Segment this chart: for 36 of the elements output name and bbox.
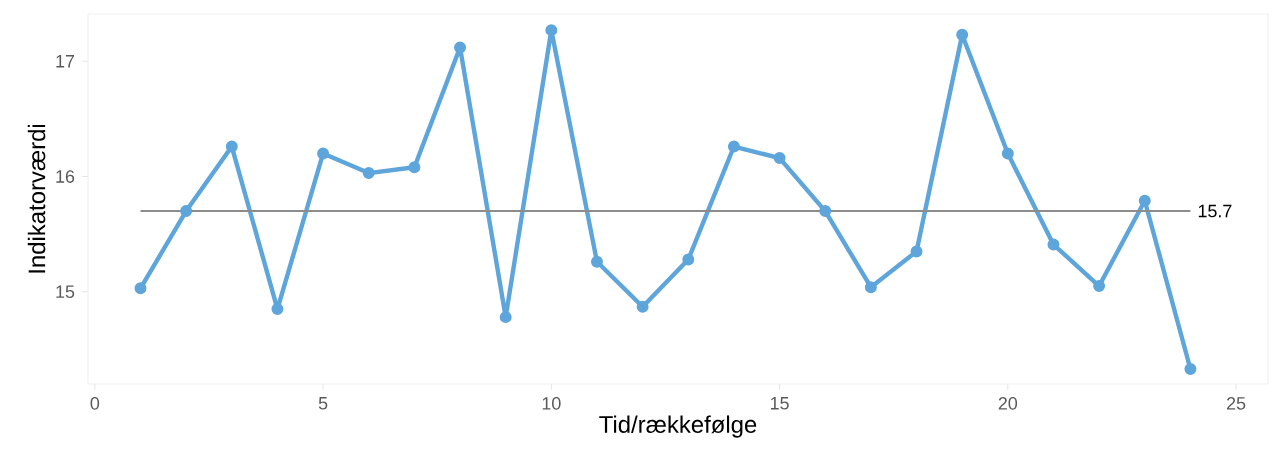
- y-tick-label: 17: [56, 55, 75, 68]
- point: [1138, 194, 1151, 207]
- point: [910, 245, 923, 258]
- y-tick-label: 16: [56, 170, 75, 183]
- x-tick-label: 25: [1226, 397, 1246, 410]
- point: [545, 24, 558, 37]
- x-tick-label: 0: [90, 397, 100, 410]
- point: [134, 282, 147, 295]
- x-axis-title: Tid/rækkefølge: [599, 415, 757, 438]
- y-axis-title: Indikatorværdi: [27, 124, 46, 273]
- x-tick-label: 10: [542, 397, 561, 410]
- point: [271, 303, 284, 316]
- point: [499, 311, 512, 324]
- point: [1184, 363, 1197, 375]
- point: [956, 28, 969, 41]
- point: [864, 281, 877, 294]
- point: [682, 253, 695, 266]
- point: [454, 41, 467, 54]
- point: [636, 300, 649, 313]
- point: [1001, 147, 1014, 160]
- point: [819, 205, 832, 218]
- point: [773, 152, 786, 165]
- point: [180, 205, 193, 218]
- x-tick-label: 20: [998, 397, 1018, 410]
- y-tick-label: 15: [56, 285, 75, 299]
- point: [1047, 238, 1060, 251]
- point: [591, 255, 603, 268]
- point: [317, 147, 330, 160]
- ref-line-label: 15.7: [1198, 204, 1232, 218]
- point: [225, 140, 238, 153]
- point: [362, 167, 375, 180]
- x-tick-label: 5: [318, 397, 328, 410]
- point: [727, 140, 740, 153]
- point: [408, 161, 421, 174]
- x-tick-label: 15: [770, 397, 789, 410]
- point: [1093, 280, 1106, 292]
